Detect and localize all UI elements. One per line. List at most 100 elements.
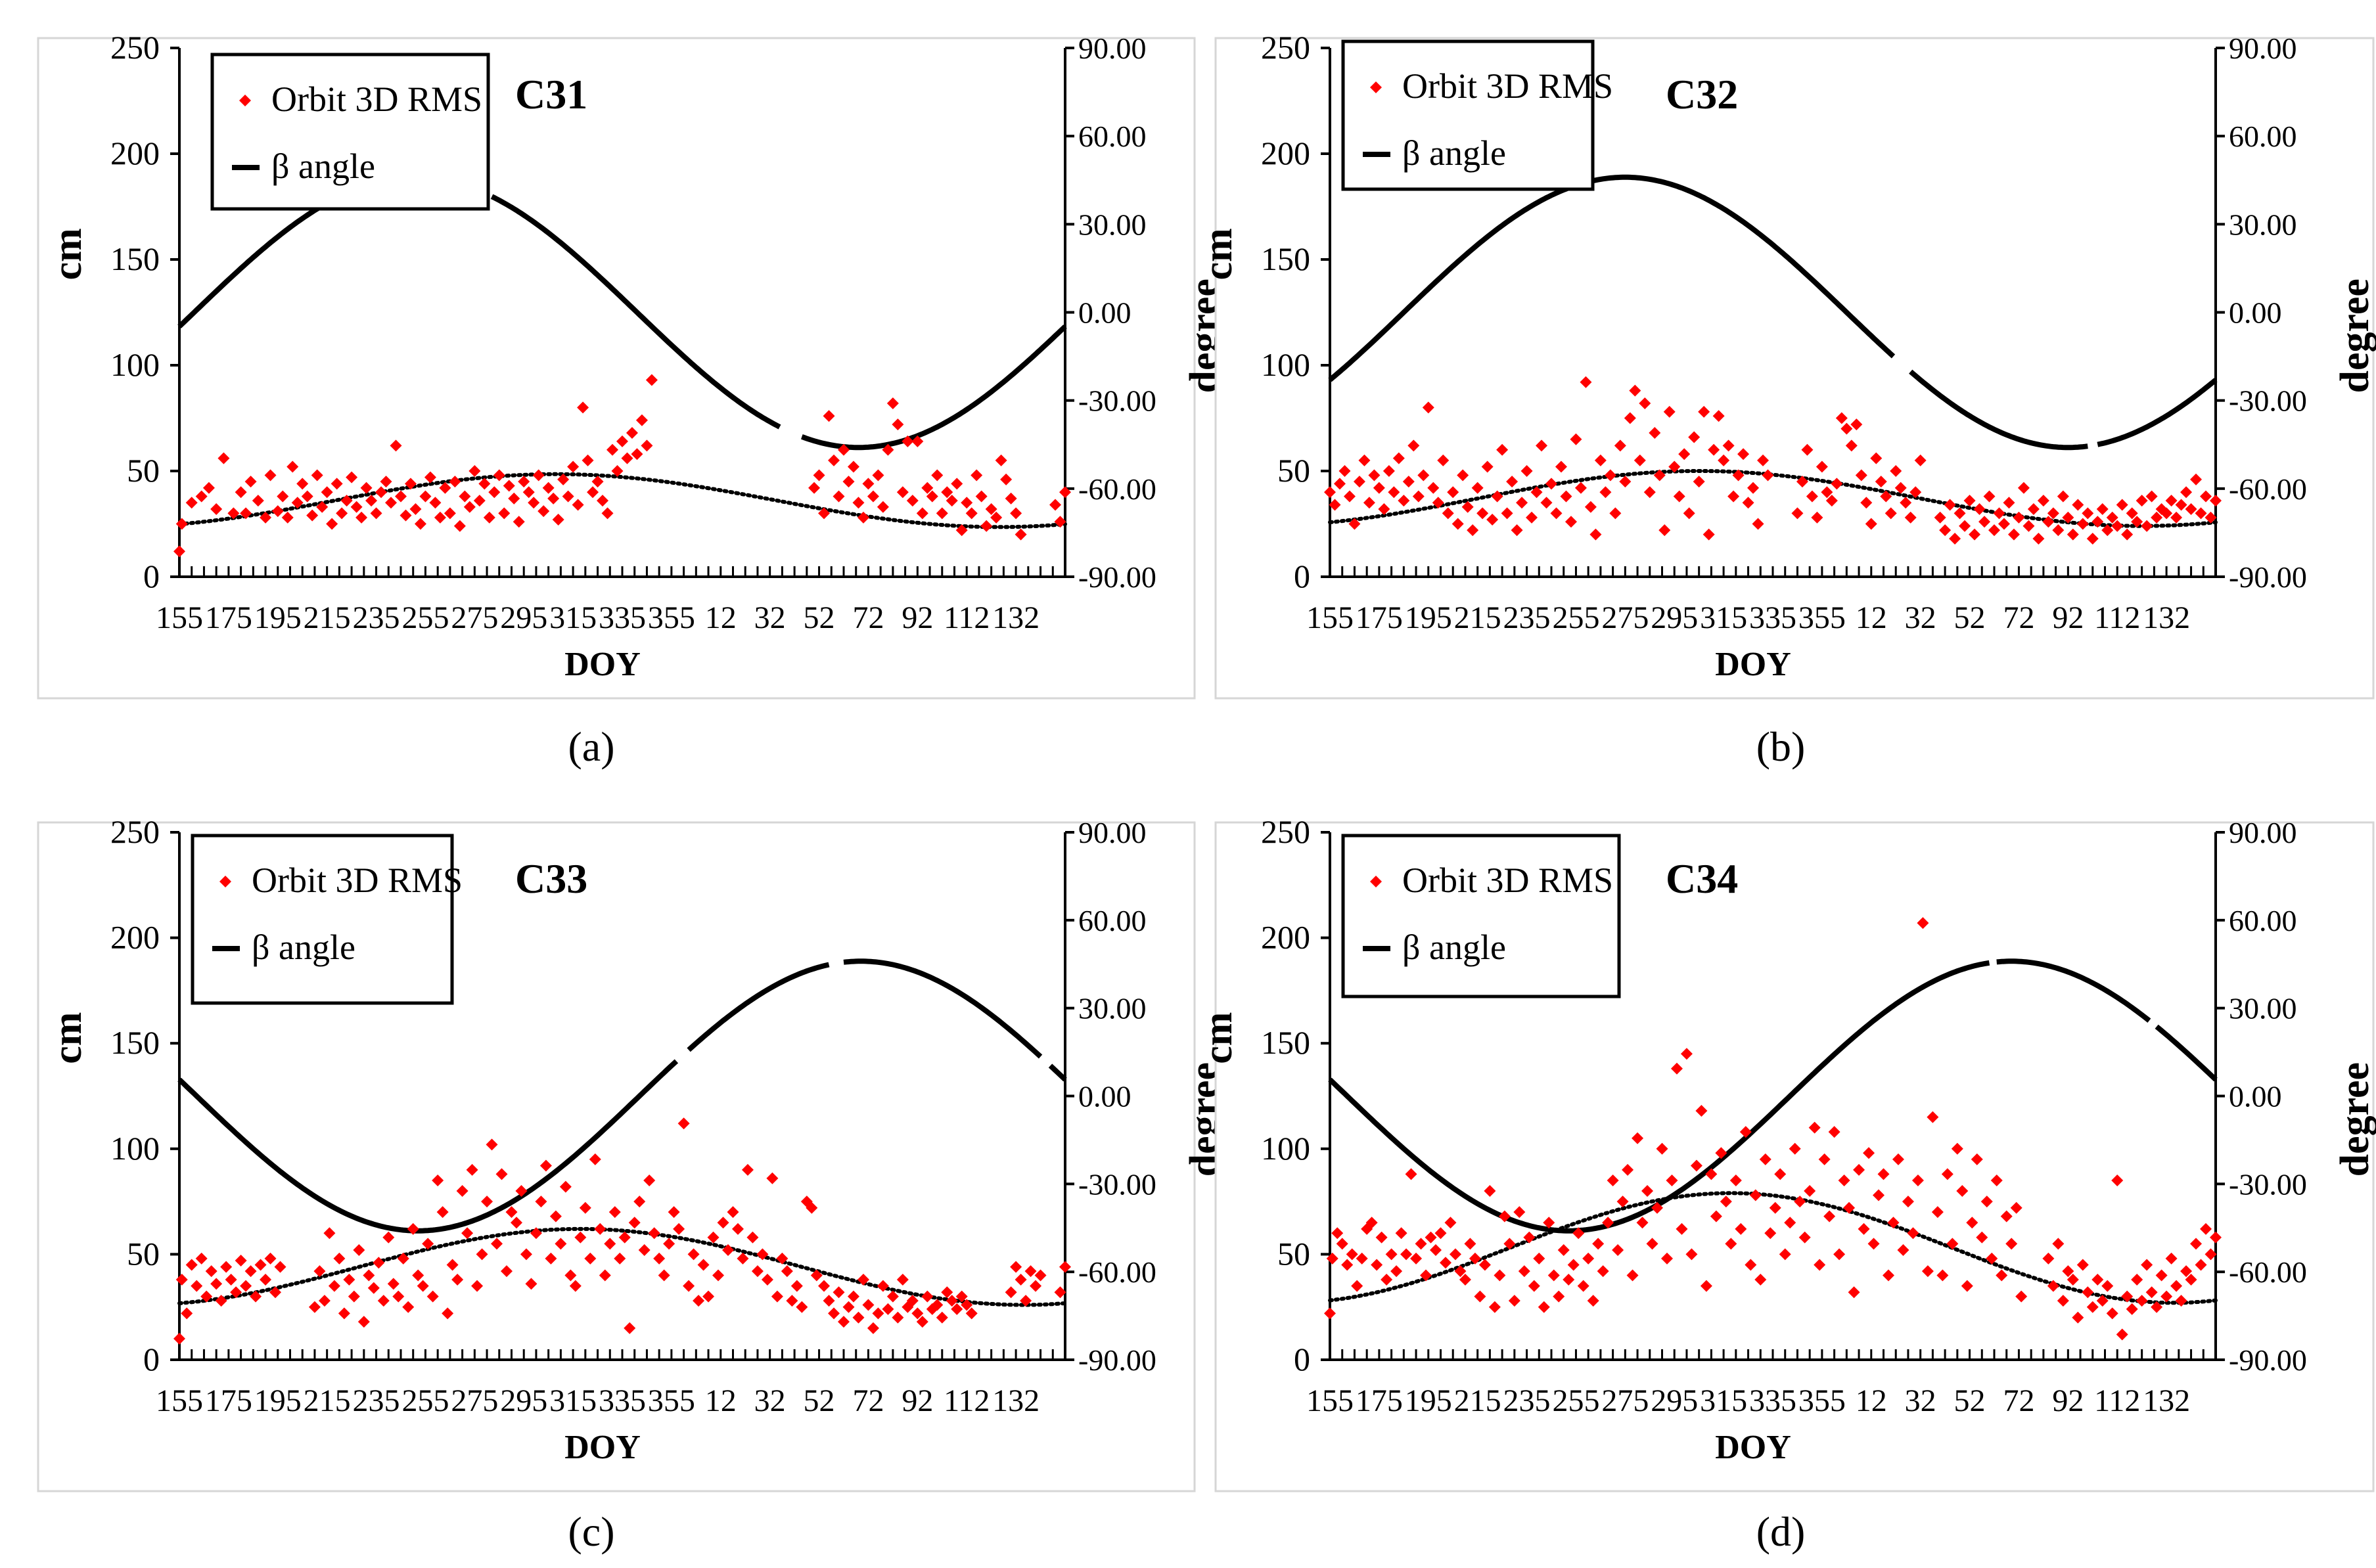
- rms-data-point: [961, 497, 973, 509]
- rms-data-point: [1931, 1206, 1944, 1219]
- x-tick-label: 112: [2094, 600, 2140, 635]
- rms-data-point: [2000, 1210, 2013, 1222]
- rms-data-point: [1059, 1261, 1071, 1273]
- rms-data-point: [1536, 439, 1548, 452]
- rms-data-point: [2076, 518, 2089, 530]
- rms-data-point: [631, 448, 643, 460]
- x-tick-label: 72: [852, 1383, 884, 1418]
- rms-data-point: [1434, 1227, 1447, 1240]
- rms-data-point: [838, 443, 850, 456]
- rms-data-point: [1457, 469, 1469, 482]
- rms-data-point: [965, 1307, 978, 1320]
- rms-data-point: [852, 497, 865, 509]
- rms-data-point: [1705, 1168, 1718, 1180]
- rms-data-point: [1015, 528, 1027, 541]
- rms-data-point: [1722, 439, 1735, 452]
- rms-data-point: [414, 518, 426, 530]
- rms-data-point: [614, 1252, 626, 1265]
- beta-angle-line: [1996, 958, 2151, 1023]
- rms-data-point: [350, 501, 363, 513]
- rms-data-point: [746, 1231, 759, 1243]
- rms-data-point: [442, 1307, 454, 1320]
- rms-data-point: [579, 1201, 591, 1214]
- legend-beta-label: β angle: [271, 146, 375, 186]
- x-tick-label: 255: [401, 1383, 449, 1418]
- x-tick-label: 335: [1749, 600, 1796, 635]
- legend-rms-label: Orbit 3D RMS: [1402, 861, 1613, 900]
- rms-data-point: [702, 1290, 715, 1303]
- y2-tick-label: 30.00: [1078, 992, 1147, 1025]
- y2-tick-label: -30.00: [1078, 384, 1156, 418]
- x-tick-label: 132: [2143, 600, 2190, 635]
- legend: Orbit 3D RMS β angle: [191, 834, 463, 1005]
- x-tick-label: 52: [804, 1383, 835, 1418]
- y2-tick-label: 0.00: [2229, 296, 2282, 330]
- rms-data-point: [1494, 1269, 1506, 1282]
- y2-tick-label: 30.00: [2229, 208, 2297, 241]
- rms-data-point: [1860, 497, 1873, 509]
- x-tick-label: 215: [1454, 600, 1501, 635]
- rms-data-point: [862, 1299, 875, 1311]
- rms-data-point: [683, 1280, 695, 1292]
- rms-data-point: [202, 482, 215, 494]
- y2-tick-label: 60.00: [2229, 904, 2297, 937]
- rms-data-point: [1614, 439, 1626, 452]
- rms-data-point: [1488, 1301, 1501, 1313]
- rms-data-point: [1528, 1280, 1540, 1292]
- rms-data-point: [215, 1295, 227, 1307]
- rms-data-point: [1010, 1261, 1022, 1273]
- rms-data-point: [847, 460, 859, 473]
- rms-data-point: [434, 511, 446, 524]
- rms-data-point: [1825, 495, 1838, 507]
- rms-data-point: [2022, 520, 2035, 532]
- rms-data-point: [2106, 511, 2118, 524]
- rms-data-point: [1496, 443, 1509, 456]
- rms-data-point: [828, 454, 840, 466]
- rms-data-point: [1953, 507, 1966, 520]
- rms-data-point: [1005, 492, 1017, 504]
- rms-data-point: [338, 1307, 350, 1320]
- rms-data-point: [387, 1278, 400, 1290]
- rms-data-point: [1324, 1307, 1336, 1320]
- rms-data-point: [510, 1217, 522, 1229]
- rms-data-point: [1572, 1227, 1585, 1240]
- rms-data-point: [1949, 533, 1961, 545]
- rms-data-point: [2037, 495, 2049, 507]
- rms-data-point: [985, 503, 997, 515]
- rms-data-point: [1996, 1269, 2008, 1282]
- rms-data-point: [417, 1280, 429, 1292]
- x-tick-label: 335: [599, 1383, 646, 1418]
- rms-data-point: [1407, 439, 1420, 452]
- rms-data-point: [2185, 1273, 2197, 1286]
- rms-data-point: [1853, 1163, 1865, 1176]
- beta-angle-line: [843, 958, 1043, 1059]
- rms-data-point: [346, 471, 358, 483]
- y2-tick-label: 0.00: [2229, 1080, 2282, 1113]
- rms-data-point: [555, 1238, 567, 1250]
- rms-data-point: [1685, 1248, 1698, 1261]
- rms-data-point: [810, 1269, 823, 1282]
- rms-data-point: [1877, 1168, 1890, 1180]
- rms-data-point: [1049, 499, 1062, 511]
- rms-data-point: [1639, 397, 1651, 409]
- rms-data-point: [1754, 1273, 1767, 1286]
- x-tick-label: 12: [705, 1383, 737, 1418]
- y-tick-label: 250: [1261, 29, 1310, 66]
- x-tick-label: 72: [852, 600, 884, 635]
- rms-data-point: [1506, 476, 1519, 488]
- rms-data-point: [412, 1269, 424, 1282]
- rms-data-point: [1969, 528, 1981, 541]
- rms-data-point: [1752, 518, 1764, 530]
- rms-data-point: [2151, 511, 2163, 524]
- rms-data-point: [1833, 1248, 1846, 1261]
- rms-data-point: [240, 507, 252, 520]
- rms-data-point: [975, 490, 988, 503]
- y2-tick-label: -90.00: [1078, 560, 1156, 594]
- rms-data-point: [1904, 511, 1917, 524]
- rms-data-point: [173, 545, 185, 558]
- rms-data-point: [857, 1273, 869, 1286]
- rms-data-point: [363, 1269, 375, 1282]
- rms-data-point: [2111, 1174, 2124, 1186]
- rms-data-point: [806, 1201, 818, 1214]
- rms-data-point: [1632, 1132, 1644, 1144]
